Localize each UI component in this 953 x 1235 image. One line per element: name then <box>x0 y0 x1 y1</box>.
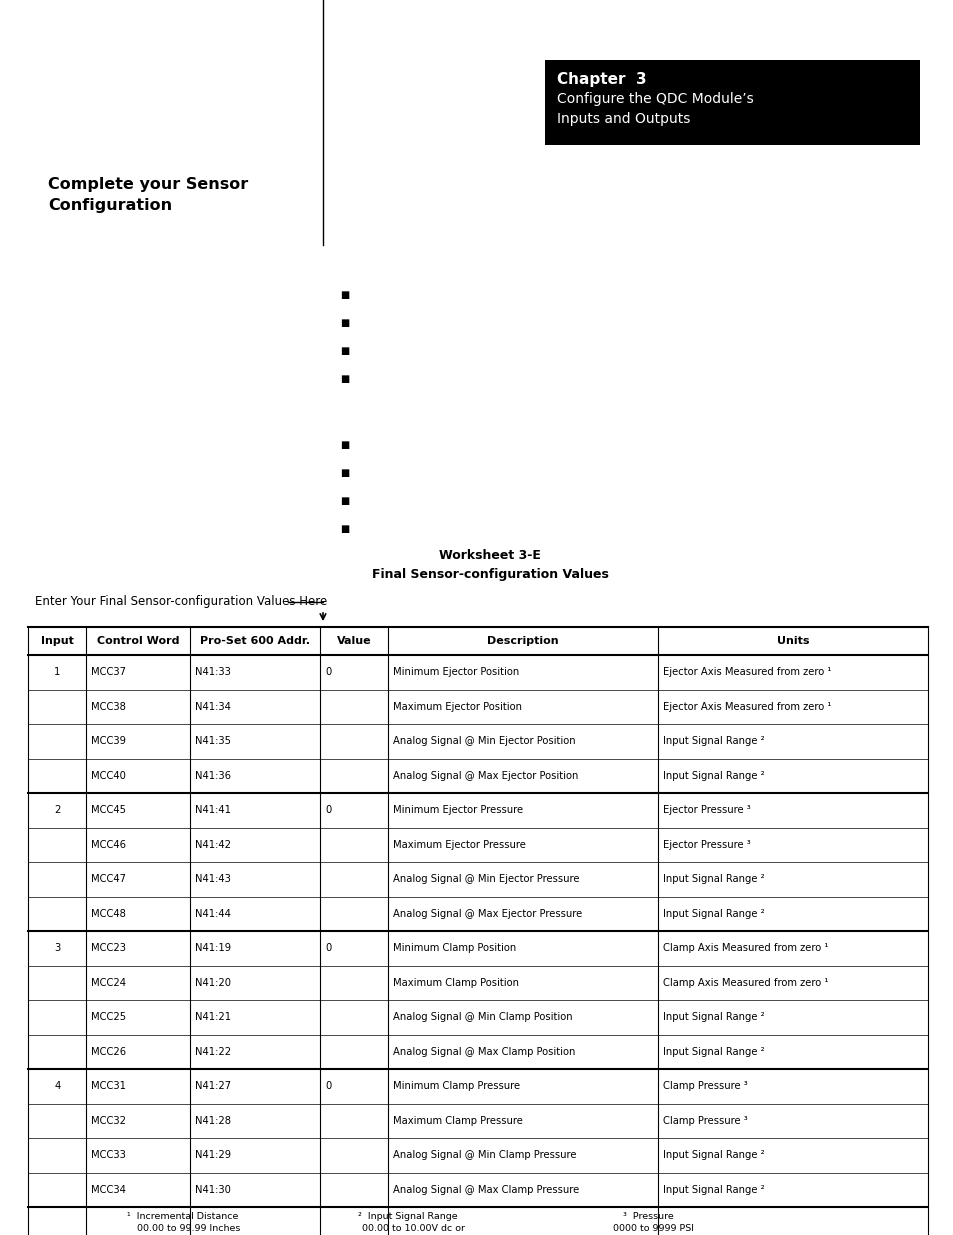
Text: Analog Signal @ Max Clamp Pressure: Analog Signal @ Max Clamp Pressure <box>393 1184 578 1194</box>
Text: N41:41: N41:41 <box>194 805 231 815</box>
Text: Enter Your Final Sensor-configuration Values Here: Enter Your Final Sensor-configuration Va… <box>35 595 327 609</box>
Text: MCC23: MCC23 <box>91 944 127 953</box>
Text: Clamp Axis Measured from zero ¹: Clamp Axis Measured from zero ¹ <box>662 944 827 953</box>
Text: Chapter  3: Chapter 3 <box>557 72 646 86</box>
Text: Input Signal Range ²: Input Signal Range ² <box>662 771 763 781</box>
Text: MCC38: MCC38 <box>91 701 126 711</box>
Text: Minimum Clamp Position: Minimum Clamp Position <box>393 944 516 953</box>
Text: Analog Signal @ Min Clamp Pressure: Analog Signal @ Min Clamp Pressure <box>393 1150 576 1160</box>
Text: ■: ■ <box>339 468 349 478</box>
Text: ¹  Incremental Distance
    00.00 to 99.99 Inches
    000.0 to 999.9 Millimeters: ¹ Incremental Distance 00.00 to 99.99 In… <box>114 1212 252 1235</box>
Text: ■: ■ <box>339 317 349 329</box>
Text: Control Word: Control Word <box>97 636 179 646</box>
Text: MCC46: MCC46 <box>91 840 127 850</box>
Text: 0: 0 <box>325 944 332 953</box>
Text: Minimum Ejector Pressure: Minimum Ejector Pressure <box>393 805 522 815</box>
Text: ■: ■ <box>339 290 349 300</box>
Text: ■: ■ <box>339 374 349 384</box>
Text: 3: 3 <box>54 944 60 953</box>
Text: MCC48: MCC48 <box>91 909 126 919</box>
Text: Minimum Clamp Pressure: Minimum Clamp Pressure <box>393 1082 519 1092</box>
Text: Ejector Pressure ³: Ejector Pressure ³ <box>662 840 750 850</box>
Text: N41:22: N41:22 <box>194 1047 231 1057</box>
Text: 0: 0 <box>325 1082 332 1092</box>
Text: ²  Input Signal Range
    00.00 to 10.00V dc or
    01.00 to 05.00V dc or
    04: ² Input Signal Range 00.00 to 10.00V dc … <box>350 1212 465 1235</box>
Text: Input Signal Range ²: Input Signal Range ² <box>662 736 763 746</box>
Text: MCC26: MCC26 <box>91 1047 127 1057</box>
Text: ■: ■ <box>339 496 349 506</box>
Text: N41:19: N41:19 <box>194 944 231 953</box>
Text: Minimum Ejector Position: Minimum Ejector Position <box>393 667 518 677</box>
Text: Ejector Axis Measured from zero ¹: Ejector Axis Measured from zero ¹ <box>662 701 830 711</box>
Text: N41:42: N41:42 <box>194 840 231 850</box>
Text: Input Signal Range ²: Input Signal Range ² <box>662 1047 763 1057</box>
Text: N41:30: N41:30 <box>194 1184 231 1194</box>
Text: N41:44: N41:44 <box>194 909 231 919</box>
Text: Ejector Axis Measured from zero ¹: Ejector Axis Measured from zero ¹ <box>662 667 830 677</box>
Text: 2: 2 <box>54 805 60 815</box>
Text: Ejector Pressure ³: Ejector Pressure ³ <box>662 805 750 815</box>
Text: Pro-Set 600 Addr.: Pro-Set 600 Addr. <box>200 636 310 646</box>
Text: Configure the QDC Module’s
Inputs and Outputs: Configure the QDC Module’s Inputs and Ou… <box>557 91 753 126</box>
Text: 0: 0 <box>325 667 332 677</box>
Text: MCC37: MCC37 <box>91 667 127 677</box>
Text: Input Signal Range ²: Input Signal Range ² <box>662 909 763 919</box>
Text: Description: Description <box>487 636 558 646</box>
Text: Complete your Sensor
Configuration: Complete your Sensor Configuration <box>48 177 248 212</box>
Text: Maximum Clamp Pressure: Maximum Clamp Pressure <box>393 1115 522 1126</box>
Text: Analog Signal @ Max Ejector Pressure: Analog Signal @ Max Ejector Pressure <box>393 909 581 919</box>
Text: N41:36: N41:36 <box>194 771 231 781</box>
Text: Worksheet 3-E
Final Sensor-configuration Values: Worksheet 3-E Final Sensor-configuration… <box>371 550 608 580</box>
Text: Clamp Axis Measured from zero ¹: Clamp Axis Measured from zero ¹ <box>662 978 827 988</box>
Text: MCC39: MCC39 <box>91 736 127 746</box>
Text: Analog Signal @ Max Clamp Position: Analog Signal @ Max Clamp Position <box>393 1047 575 1057</box>
Text: ³  Pressure
    0000 to 9999 PSI
    000.0 to 999.9 Bar: ³ Pressure 0000 to 9999 PSI 000.0 to 999… <box>597 1212 698 1235</box>
Text: MCC31: MCC31 <box>91 1082 127 1092</box>
Text: MCC45: MCC45 <box>91 805 127 815</box>
Text: Input Signal Range ²: Input Signal Range ² <box>662 1013 763 1023</box>
Text: Maximum Ejector Pressure: Maximum Ejector Pressure <box>393 840 525 850</box>
Text: Maximum Ejector Position: Maximum Ejector Position <box>393 701 521 711</box>
Text: N41:43: N41:43 <box>194 874 231 884</box>
Text: MCC32: MCC32 <box>91 1115 127 1126</box>
Text: Input Signal Range ²: Input Signal Range ² <box>662 1184 763 1194</box>
Text: Units: Units <box>776 636 808 646</box>
Text: Input: Input <box>41 636 73 646</box>
Text: Analog Signal @ Max Ejector Position: Analog Signal @ Max Ejector Position <box>393 771 578 781</box>
Text: Analog Signal @ Min Clamp Position: Analog Signal @ Min Clamp Position <box>393 1013 572 1023</box>
Text: 1: 1 <box>54 667 60 677</box>
FancyBboxPatch shape <box>544 61 919 144</box>
Text: Clamp Pressure ³: Clamp Pressure ³ <box>662 1115 747 1126</box>
Text: ■: ■ <box>339 524 349 534</box>
Text: Input Signal Range ²: Input Signal Range ² <box>662 1150 763 1160</box>
Text: Input Signal Range ²: Input Signal Range ² <box>662 874 763 884</box>
Text: MCC47: MCC47 <box>91 874 127 884</box>
Text: ■: ■ <box>339 346 349 356</box>
Text: N41:28: N41:28 <box>194 1115 231 1126</box>
Text: N41:34: N41:34 <box>194 701 231 711</box>
Text: Analog Signal @ Min Ejector Pressure: Analog Signal @ Min Ejector Pressure <box>393 874 578 884</box>
Text: Clamp Pressure ³: Clamp Pressure ³ <box>662 1082 747 1092</box>
Text: N41:33: N41:33 <box>194 667 231 677</box>
Text: MCC24: MCC24 <box>91 978 127 988</box>
Text: N41:20: N41:20 <box>194 978 231 988</box>
Text: ■: ■ <box>339 440 349 450</box>
Text: 0: 0 <box>325 805 332 815</box>
Text: MCC33: MCC33 <box>91 1150 126 1160</box>
Text: N41:27: N41:27 <box>194 1082 231 1092</box>
Text: Maximum Clamp Position: Maximum Clamp Position <box>393 978 518 988</box>
Text: Value: Value <box>336 636 371 646</box>
Text: MCC34: MCC34 <box>91 1184 126 1194</box>
Text: N41:21: N41:21 <box>194 1013 231 1023</box>
Text: Analog Signal @ Min Ejector Position: Analog Signal @ Min Ejector Position <box>393 736 575 746</box>
Text: MCC25: MCC25 <box>91 1013 127 1023</box>
Text: 4: 4 <box>54 1082 60 1092</box>
Text: N41:29: N41:29 <box>194 1150 231 1160</box>
Text: N41:35: N41:35 <box>194 736 231 746</box>
Text: MCC40: MCC40 <box>91 771 126 781</box>
